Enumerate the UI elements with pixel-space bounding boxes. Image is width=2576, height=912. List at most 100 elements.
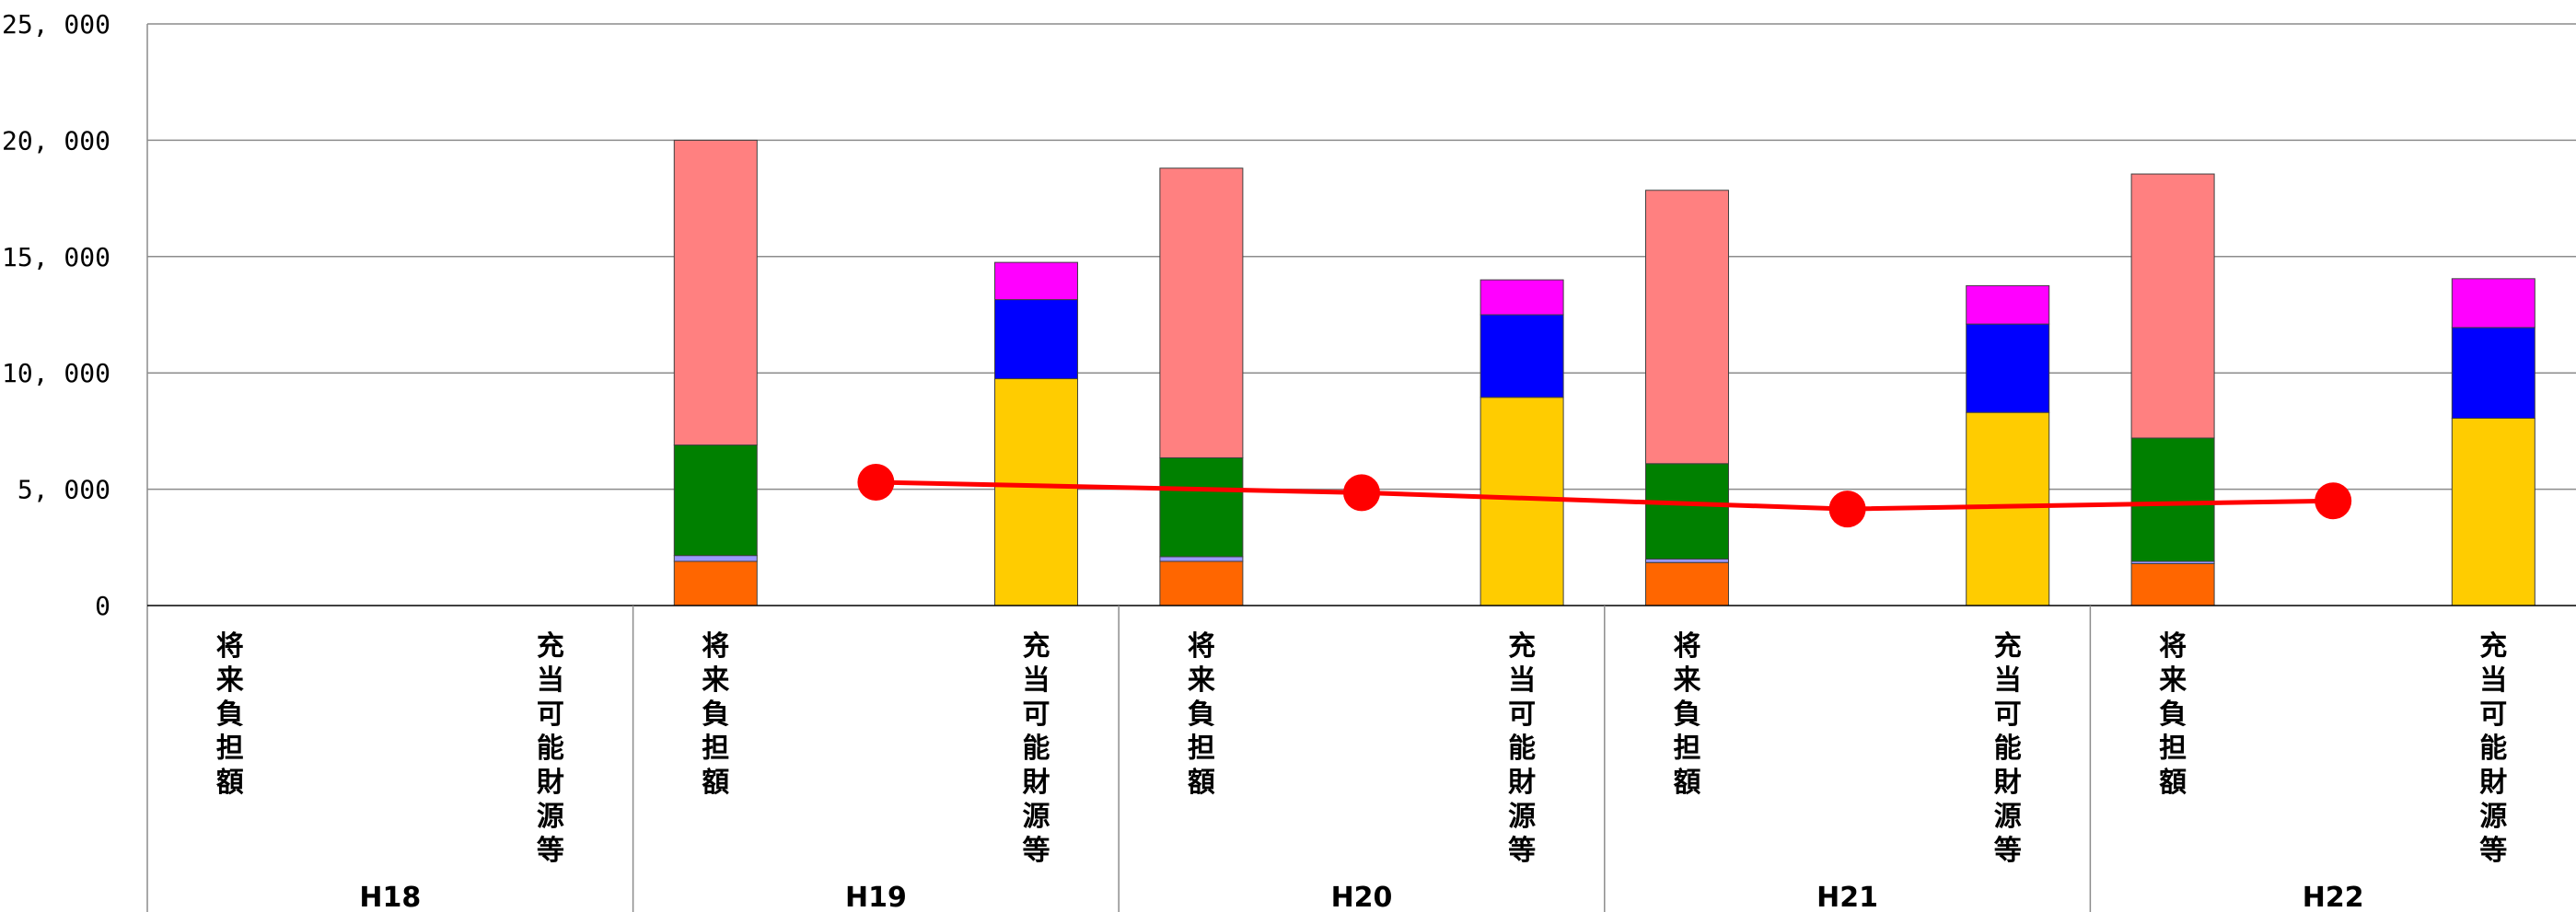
category-label-char: 等 — [1023, 835, 1050, 867]
bar-segment — [1159, 556, 1244, 562]
category-label-char: 将 — [702, 630, 729, 663]
line-point — [857, 464, 895, 502]
bar-segment — [994, 299, 1079, 380]
category-label-char: 額 — [216, 767, 244, 799]
bars — [673, 139, 2535, 606]
category-label-char: 当 — [1508, 664, 1536, 697]
bar-segment — [1159, 560, 1244, 606]
category-label-char: 負 — [216, 698, 244, 731]
category-label-char: 可 — [1508, 698, 1536, 731]
category-label-char: 財 — [2479, 767, 2507, 799]
category-label-char: 将 — [216, 630, 244, 663]
category-label-char: 担 — [1188, 733, 1215, 765]
category-label-char: 来 — [216, 664, 244, 697]
bar-segment — [2130, 437, 2215, 562]
bar-segment — [673, 444, 758, 557]
y-tick-label: 20, 000 — [2, 125, 110, 156]
category-label-char: 担 — [702, 733, 729, 765]
bar-segment — [1159, 167, 1244, 458]
bar-segment — [673, 555, 758, 562]
category-label-char: 可 — [1023, 698, 1050, 731]
bar-segment — [673, 139, 758, 446]
bar-segment — [1644, 463, 1729, 560]
category-label-char: 当 — [537, 664, 564, 697]
category-label-char: 当 — [1994, 664, 2022, 697]
category-label-char: 能 — [1508, 733, 1536, 765]
category-label-char: 充 — [1023, 630, 1050, 663]
category-label-char: 担 — [216, 733, 244, 765]
category-label-char: 負 — [1673, 698, 1700, 731]
category-label-char: 源 — [1023, 801, 1050, 833]
bar-segment — [1644, 190, 1729, 465]
bar-segment — [1644, 561, 1729, 606]
line-point — [1343, 474, 1380, 512]
y-tick-labels: 0 5, 000 10, 000 15, 000 20, 000 25, 000 — [2, 9, 110, 621]
category-label-char: 財 — [537, 767, 564, 799]
category-label-char: 額 — [2159, 767, 2187, 799]
bar-segment — [994, 261, 1079, 301]
category-label-char: 等 — [2479, 835, 2507, 867]
bar-segment — [2451, 327, 2535, 419]
category-label-char: 等 — [537, 835, 564, 867]
category-label-char: 来 — [1673, 664, 1700, 697]
bar-segment — [1479, 314, 1564, 398]
category-label-char: 可 — [537, 698, 564, 731]
category-label-char: 額 — [702, 767, 729, 799]
axes — [146, 24, 2576, 912]
group-label: H20 — [1331, 882, 1393, 912]
y-tick-label: 5, 000 — [17, 475, 110, 505]
category-label-char: 来 — [1188, 664, 1215, 697]
y-tick-label: 10, 000 — [2, 358, 110, 388]
category-label-char: 能 — [2479, 733, 2507, 765]
category-label-char: 額 — [1673, 767, 1700, 799]
category-label-char: 源 — [2479, 801, 2507, 833]
bar-segment — [1479, 279, 1564, 316]
group-label: H18 — [359, 882, 421, 912]
category-label-char: 負 — [2159, 698, 2187, 731]
bar-segment — [673, 560, 758, 606]
category-label-char: 来 — [702, 664, 729, 697]
y-tick-label: 15, 000 — [2, 242, 110, 272]
category-label-char: 充 — [2479, 630, 2507, 663]
bar-segment — [1966, 284, 2050, 325]
category-label-char: 担 — [2159, 733, 2187, 765]
bar-segment — [1644, 558, 1729, 563]
category-label-char: 当 — [1023, 664, 1050, 697]
category-label-char: 額 — [1188, 767, 1215, 799]
bar-segment — [2451, 278, 2535, 329]
bar-segment — [1966, 323, 2050, 413]
category-label-char: 等 — [1994, 835, 2022, 867]
category-label-char: 将 — [1188, 630, 1215, 663]
line-series — [857, 464, 2352, 528]
bar-segment — [1159, 456, 1244, 558]
category-label-char: 可 — [1994, 698, 2022, 731]
group-label: H21 — [1816, 882, 1878, 912]
category-label-char: 充 — [1994, 630, 2022, 663]
category-label-char: 源 — [1994, 801, 2022, 833]
group-label: H22 — [2303, 882, 2364, 912]
line-path — [876, 479, 2334, 512]
bar-segment — [994, 378, 1079, 606]
category-label-char: 源 — [1508, 801, 1536, 833]
category-label-char: 財 — [1023, 767, 1050, 799]
category-label-char: 当 — [2479, 664, 2507, 697]
category-label-char: 充 — [1508, 630, 1536, 663]
group-label: H19 — [845, 882, 907, 912]
bar-segment — [2451, 417, 2535, 606]
bar-segment — [2130, 562, 2215, 606]
category-label-char: 将 — [1673, 630, 1700, 663]
category-label-char: 能 — [1023, 733, 1050, 765]
line-point — [2315, 482, 2352, 520]
category-label-char: 負 — [1188, 698, 1215, 731]
category-label-char: 充 — [537, 630, 564, 663]
bar-segment — [2130, 173, 2215, 439]
category-label-char: 財 — [1508, 767, 1536, 799]
category-label-char: 能 — [537, 733, 564, 765]
y-tick-label: 0 — [95, 591, 110, 621]
category-label-char: 源 — [537, 801, 564, 833]
category-label-char: 来 — [2159, 664, 2187, 697]
category-label-char: 負 — [702, 698, 729, 731]
category-label-char: 財 — [1994, 767, 2022, 799]
